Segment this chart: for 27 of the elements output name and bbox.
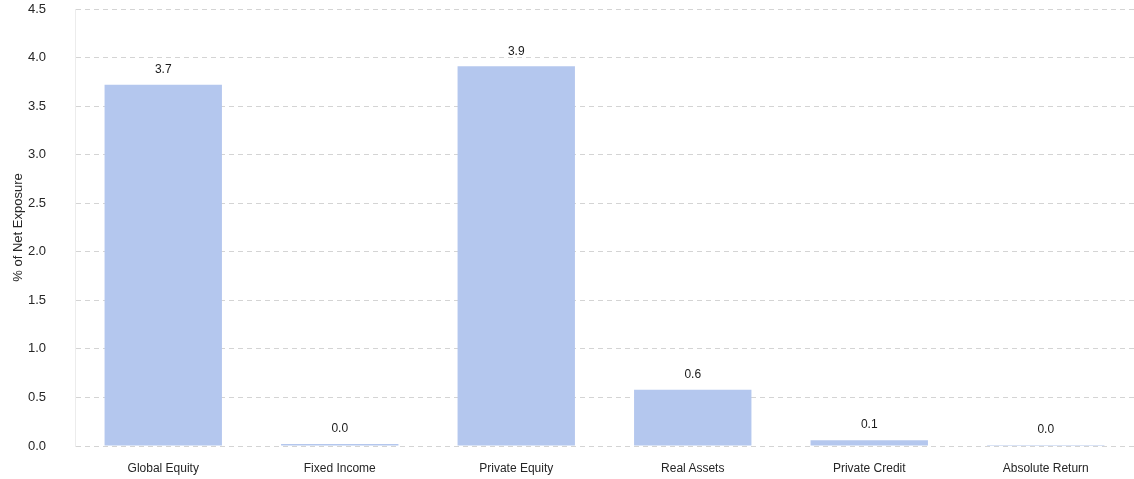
- x-tick-label: Global Equity: [127, 460, 199, 475]
- data-label: 0.6: [684, 366, 702, 381]
- bar: [810, 440, 928, 446]
- data-label: 0.1: [860, 417, 878, 432]
- data-label: 3.9: [507, 43, 525, 58]
- y-tick-label: 4.0: [27, 49, 46, 65]
- bar: [104, 84, 222, 446]
- x-tick-label: Absolute Return: [1002, 460, 1089, 475]
- bar: [457, 66, 575, 446]
- x-tick-label: Real Assets: [661, 460, 725, 475]
- data-label: 0.0: [1037, 422, 1055, 437]
- data-label: 3.7: [154, 62, 172, 77]
- y-tick-label: 0.0: [27, 437, 46, 453]
- x-tick-label: Fixed Income: [303, 460, 377, 475]
- y-tick-label: 1.0: [27, 340, 46, 356]
- y-tick-label: 2.0: [27, 243, 46, 259]
- x-tick-label: Private Equity: [479, 460, 554, 475]
- y-tick-label: 0.5: [27, 389, 46, 405]
- y-tick-label: 2.5: [27, 194, 46, 210]
- y-tick-label: 1.5: [27, 291, 46, 307]
- y-tick-label: 4.5: [27, 0, 46, 16]
- y-tick-label: 3.0: [27, 146, 46, 162]
- x-tick-label: Private Credit: [832, 460, 907, 475]
- y-tick-label: 3.5: [27, 97, 46, 113]
- y-axis-title: % of Net Exposure: [10, 173, 26, 282]
- bar: [634, 389, 752, 446]
- data-label: 0.0: [331, 421, 349, 436]
